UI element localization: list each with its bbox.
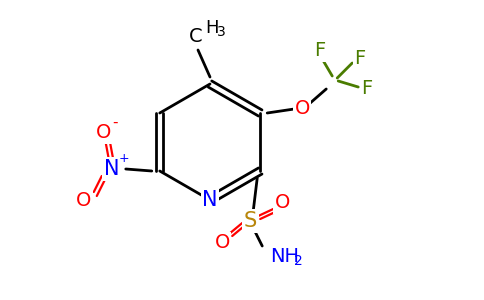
Text: C: C — [189, 26, 203, 46]
Text: O: O — [76, 191, 91, 211]
Text: O: O — [295, 100, 310, 118]
Text: N: N — [104, 159, 120, 179]
Text: -: - — [112, 115, 118, 130]
Text: O: O — [274, 194, 290, 212]
Text: O: O — [214, 233, 230, 253]
Text: F: F — [315, 41, 326, 61]
Text: 2: 2 — [294, 254, 303, 268]
Text: 3: 3 — [217, 25, 226, 39]
Text: F: F — [362, 80, 373, 98]
Text: NH: NH — [270, 247, 299, 266]
Text: O: O — [96, 124, 111, 142]
Text: H: H — [205, 19, 218, 37]
Text: N: N — [202, 190, 218, 210]
Text: S: S — [243, 211, 257, 231]
Text: +: + — [119, 152, 129, 164]
Text: F: F — [355, 50, 366, 68]
